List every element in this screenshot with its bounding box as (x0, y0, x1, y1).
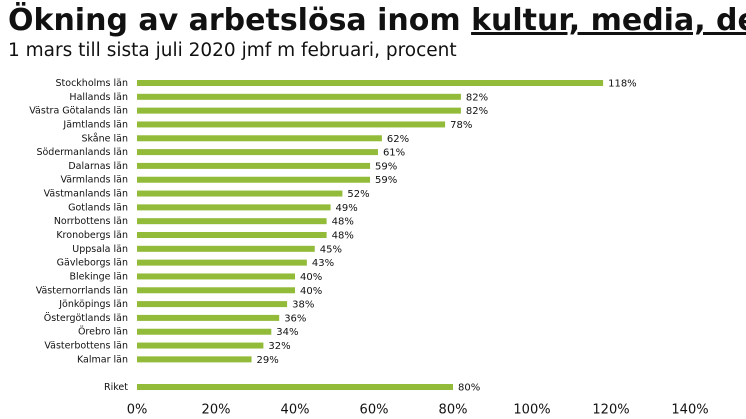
x-tick-label: 80% (439, 403, 468, 418)
category-label: Dalarnas län (68, 161, 128, 172)
bar (137, 121, 446, 128)
bar (137, 245, 315, 252)
value-label: 40% (300, 286, 322, 297)
bar (137, 328, 272, 335)
value-label: 82% (466, 92, 488, 103)
value-label: 52% (347, 189, 369, 200)
chart-title: Ökning av arbetslösa inom kultur, media,… (8, 1, 746, 38)
value-label: 36% (284, 313, 306, 324)
title-emphasis: kultur, media, design (471, 3, 746, 38)
x-tick-label: 60% (360, 403, 389, 418)
category-label: Södermanlands län (36, 147, 128, 158)
title-lead: Ökning av arbetslösa inom (8, 1, 471, 38)
bar (137, 259, 307, 266)
bar (137, 93, 461, 100)
value-label: 45% (320, 244, 342, 255)
value-label: 82% (466, 106, 488, 117)
category-label: Uppsala län (72, 244, 128, 255)
value-label: 62% (387, 134, 409, 145)
category-label: Blekinge län (69, 271, 128, 282)
value-label: 48% (332, 231, 354, 242)
bar (137, 107, 461, 114)
category-label: Hallands län (69, 92, 128, 103)
bar (137, 314, 280, 321)
value-label: 32% (268, 341, 290, 352)
category-label: Kronobergs län (56, 230, 128, 241)
x-tick-label: 140% (671, 403, 708, 418)
category-label: Västra Götalands län (29, 106, 128, 117)
bar (137, 287, 295, 294)
category-label: Skåne län (81, 133, 128, 144)
x-tick-label: 40% (281, 403, 310, 418)
bar (137, 232, 327, 238)
x-tick-label: 20% (202, 403, 231, 418)
value-label: 61% (383, 148, 405, 159)
value-label: 29% (257, 355, 279, 366)
value-label: 78% (450, 120, 472, 131)
bar (137, 80, 604, 86)
category-label: Norrbottens län (54, 216, 128, 227)
x-tick-label: 0% (127, 403, 148, 418)
value-label: 34% (276, 327, 298, 338)
category-label: Kalmar län (77, 354, 128, 365)
category-label: Östergötlands län (44, 313, 128, 324)
value-label: 43% (312, 258, 334, 269)
category-label: Västernorrlands län (36, 285, 128, 296)
bar (137, 204, 331, 211)
value-label: 40% (300, 272, 322, 283)
bar (137, 384, 453, 390)
category-label: Värmlands län (60, 175, 128, 186)
category-label: Gävleborgs län (57, 258, 128, 269)
bar (137, 218, 327, 225)
bar (137, 273, 295, 280)
chart-subtitle: 1 mars till sista juli 2020 jmf m februa… (8, 40, 457, 61)
x-tick-label: 120% (592, 403, 629, 418)
value-label: 80% (458, 383, 480, 394)
category-label: Västerbottens län (44, 341, 128, 352)
bar (137, 135, 382, 142)
category-label: Stockholms län (56, 78, 128, 89)
bar (137, 356, 252, 363)
category-label: Jönköpings län (58, 299, 128, 310)
category-label: Jämtlands län (62, 119, 128, 130)
category-label: Gotlands län (68, 202, 128, 213)
value-label: 59% (375, 161, 397, 172)
bar (137, 176, 371, 183)
category-label: Örebro län (78, 327, 128, 338)
value-label: 118% (608, 79, 637, 90)
bar (137, 149, 378, 156)
bar (137, 301, 288, 308)
value-label: 48% (332, 217, 354, 228)
category-label: Riket (104, 382, 128, 393)
bar (137, 190, 343, 197)
value-label: 49% (336, 203, 358, 214)
category-label: Västmanlands län (44, 189, 128, 200)
bar (137, 342, 264, 349)
value-label: 38% (292, 300, 314, 311)
x-tick-label: 100% (513, 403, 550, 418)
bar (137, 162, 371, 169)
value-label: 59% (375, 175, 397, 186)
